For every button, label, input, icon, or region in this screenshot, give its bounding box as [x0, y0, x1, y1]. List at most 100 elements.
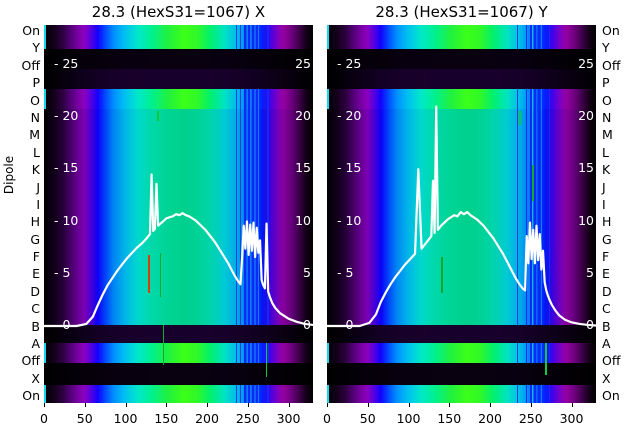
heatmap-edge-stripe-x-0 — [44, 25, 46, 49]
category-tick-right-20: X — [602, 370, 611, 386]
x-tick-mark-x-2 — [125, 403, 127, 407]
category-axis-right: On Y Off P O N M L K J I H G F E D C B A Off X On — [602, 23, 636, 404]
heatmap-band-y-4 — [327, 109, 596, 325]
heatmap-gap-mask-x-7 — [44, 363, 313, 385]
heatmap-gap-mask-x-1 — [44, 49, 313, 69]
x-axis-panel-x: 0 50 100 150 200 250 300 — [40, 403, 313, 433]
category-tick-right-7: L — [602, 144, 609, 160]
category-tick-right-2: Off — [602, 57, 621, 73]
heatmap-edge-stripe-x-8 — [44, 385, 46, 403]
heatmap-speckle-x-0 — [148, 255, 150, 293]
x-tick-mark-y-5 — [530, 403, 532, 407]
x-axis-panel-y: 0 50 100 150 200 250 300 — [323, 403, 596, 433]
category-tick-left-0: On — [22, 23, 40, 38]
heatmap-gap-mask-x-5 — [44, 325, 313, 343]
heatmap-panel-x[interactable]: - 25- 20- 15- 10- 5- 0 25 20 15 10 5 0 — [44, 25, 313, 403]
category-tick-left-13: F — [32, 249, 40, 265]
heatmap-band-x-8 — [44, 385, 313, 403]
category-tick-right-18: A — [602, 336, 611, 352]
heatmap-gap-mask-y-7 — [327, 363, 596, 385]
category-tick-left-14: E — [32, 266, 40, 282]
category-tick-right-6: M — [602, 127, 613, 143]
category-tick-left-20: X — [31, 370, 40, 386]
x-tick-mark-x-1 — [84, 403, 86, 407]
heatmap-speckle-x-3 — [163, 325, 165, 365]
category-tick-right-4: O — [602, 92, 612, 108]
heatmap-edge-stripe-y-0 — [327, 25, 329, 49]
category-tick-right-13: F — [602, 249, 610, 265]
category-tick-right-1: Y — [602, 40, 610, 56]
heatmap-band-y-0 — [327, 25, 596, 49]
x-tick-label-y-3: 150 — [437, 411, 462, 426]
category-tick-right-9: J — [602, 179, 606, 195]
x-tick-label-x-3: 150 — [154, 411, 179, 426]
category-tick-left-15: D — [30, 283, 40, 299]
profile-trace-y — [327, 105, 596, 328]
x-tick-mark-x-3 — [166, 403, 168, 407]
x-tick-label-y-2: 100 — [396, 411, 421, 426]
x-tick-label-y-1: 50 — [359, 411, 376, 426]
category-axis-left: On Y Off P O N M L K J I H G F E D C B A Off X On — [6, 23, 40, 404]
heatmap-speckle-y-3 — [545, 343, 547, 375]
heatmap-gap-mask-y-5 — [327, 325, 596, 343]
heatmap-gap-mask-x-2 — [44, 69, 313, 89]
heatmap-edge-stripe-y-3 — [327, 89, 329, 109]
category-tick-left-9: J — [36, 179, 40, 195]
category-tick-left-11: H — [30, 214, 40, 230]
x-tick-mark-x-0 — [44, 403, 45, 407]
category-tick-left-6: M — [29, 127, 40, 143]
category-tick-right-12: G — [602, 231, 612, 247]
heatmap-speckle-x-1 — [159, 253, 162, 297]
x-tick-mark-y-4 — [490, 403, 492, 407]
heatmap-panel-y[interactable]: - 25- 20- 15- 10- 5- 0 25 20 15 10 5 0 — [327, 25, 596, 403]
x-tick-mark-y-3 — [449, 403, 451, 407]
category-tick-right-0: On — [602, 23, 620, 38]
heatmap-edge-stripe-y-8 — [327, 385, 329, 403]
category-tick-left-7: L — [33, 144, 40, 160]
category-tick-left-2: Off — [21, 57, 40, 73]
category-tick-right-10: I — [602, 196, 606, 212]
category-tick-left-5: N — [30, 109, 40, 125]
category-tick-right-14: E — [602, 266, 610, 282]
heatmap-edge-stripe-x-6 — [44, 343, 46, 363]
category-tick-left-4: O — [30, 92, 40, 108]
category-tick-right-11: H — [602, 214, 612, 230]
profile-trace-path-y — [327, 105, 596, 328]
panel-title-x: 28.3 (HexS31=1067) X — [91, 3, 266, 21]
category-tick-right-16: C — [602, 301, 611, 317]
category-tick-right-5: N — [602, 109, 612, 125]
profile-trace-x — [44, 173, 313, 328]
x-tick-label-y-4: 200 — [478, 411, 502, 426]
x-tick-mark-x-5 — [247, 403, 249, 407]
category-tick-left-16: C — [31, 301, 40, 317]
heatmap-speckle-y-1 — [532, 165, 534, 201]
category-tick-left-12: G — [30, 231, 40, 247]
x-tick-label-x-0: 0 — [40, 411, 48, 426]
x-tick-label-x-5: 250 — [235, 411, 260, 426]
category-tick-left-18: A — [31, 336, 40, 352]
category-tick-left-19: Off — [21, 353, 40, 369]
heatmap-edge-stripe-x-3 — [44, 89, 46, 109]
x-tick-mark-y-1 — [367, 403, 369, 407]
x-tick-mark-x-4 — [207, 403, 209, 407]
heatmap-speckle-x-2 — [157, 111, 159, 121]
category-tick-right-15: D — [602, 283, 612, 299]
heatmap-edge-stripe-y-6 — [327, 343, 329, 363]
profile-trace-path-x — [44, 173, 313, 328]
x-tick-label-y-6: 300 — [559, 411, 584, 426]
panel-title-y: 28.3 (HexS31=1067) Y — [375, 3, 548, 21]
heatmap-gap-mask-y-1 — [327, 49, 596, 69]
x-tick-mark-x-6 — [288, 403, 290, 407]
category-tick-right-21: On — [602, 388, 620, 404]
category-tick-right-3: P — [602, 75, 610, 91]
x-tick-label-y-0: 0 — [323, 411, 331, 426]
x-tick-label-x-4: 200 — [195, 411, 219, 426]
x-tick-mark-y-0 — [327, 403, 328, 407]
x-tick-label-x-6: 300 — [276, 411, 301, 426]
x-tick-label-x-1: 50 — [76, 411, 93, 426]
heatmap-speckle-y-0 — [441, 257, 443, 293]
x-tick-mark-y-2 — [408, 403, 410, 407]
heatmap-band-x-3 — [44, 89, 313, 109]
category-tick-left-21: On — [22, 388, 40, 404]
